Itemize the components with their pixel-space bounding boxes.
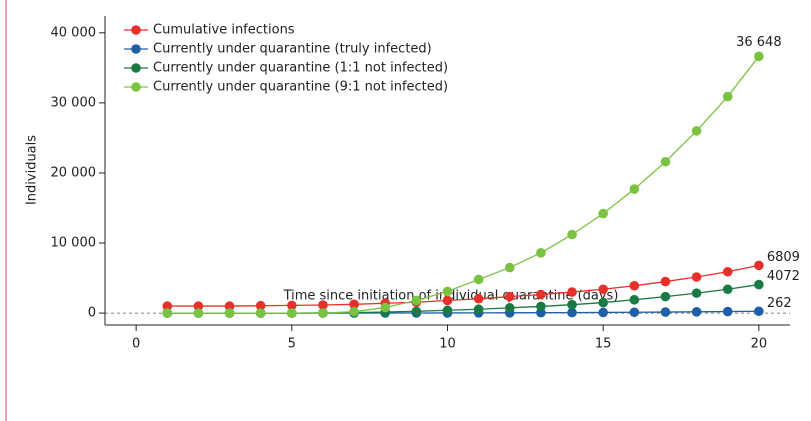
- x-tick-label: 15: [595, 337, 612, 352]
- data-point: [598, 297, 608, 308]
- y-tick-label: 20 000: [51, 165, 97, 180]
- y-axis-label: Individuals: [25, 135, 40, 205]
- data-point: [442, 305, 453, 316]
- legend-label: Currently under quarantine (truly infect…: [153, 42, 432, 57]
- data-point: [255, 308, 266, 318]
- data-point: [255, 300, 266, 311]
- y-tick-label: 10 000: [51, 236, 97, 251]
- data-point: [567, 229, 577, 240]
- value-label: 262: [767, 296, 792, 311]
- data-point: [318, 300, 328, 310]
- x-tick-label: 10: [439, 337, 456, 352]
- data-point: [536, 289, 546, 300]
- data-point: [691, 126, 702, 136]
- data-point: [567, 299, 577, 310]
- legend-marker: [131, 63, 141, 73]
- x-tick-label: 0: [132, 337, 140, 352]
- data-point: [193, 308, 204, 318]
- data-point: [691, 288, 702, 298]
- data-point: [754, 279, 764, 290]
- data-point: [598, 307, 608, 318]
- data-point: [193, 301, 204, 311]
- legend-label: Cumulative infections: [153, 23, 295, 38]
- data-point: [224, 301, 235, 311]
- legend-label: Currently under quarantine (9:1 not infe…: [153, 80, 448, 95]
- data-point: [754, 51, 764, 62]
- data-point: [722, 91, 733, 102]
- data-point: [473, 293, 484, 304]
- data-point: [349, 306, 359, 317]
- data-point: [162, 301, 173, 311]
- data-point: [629, 184, 640, 194]
- data-point: [442, 286, 453, 297]
- y-tick-label: 40 000: [51, 25, 97, 40]
- data-point: [629, 280, 640, 291]
- data-point: [598, 208, 608, 219]
- data-point: [504, 291, 515, 302]
- data-point: [504, 262, 515, 273]
- data-point: [536, 301, 546, 312]
- value-label: 36 648: [736, 35, 782, 50]
- x-tick-label: 5: [288, 337, 296, 352]
- x-tick-label: 20: [751, 337, 768, 352]
- data-point: [287, 308, 297, 318]
- data-point: [411, 306, 422, 317]
- data-point: [629, 307, 640, 318]
- y-tick-label: 30 000: [51, 95, 97, 110]
- data-point: [287, 300, 297, 311]
- value-label: 6809: [767, 250, 800, 265]
- data-point: [754, 260, 764, 271]
- x-axis-label: Time since initiation of individual quar…: [283, 289, 619, 304]
- data-point: [660, 156, 671, 167]
- data-point: [442, 295, 453, 306]
- data-point: [349, 299, 359, 310]
- data-point: [722, 284, 733, 295]
- value-label: 4072: [767, 269, 800, 284]
- data-point: [598, 284, 608, 295]
- data-point: [722, 266, 733, 277]
- data-point: [754, 306, 764, 317]
- data-point: [691, 307, 702, 317]
- data-point: [660, 291, 671, 302]
- data-point: [691, 272, 702, 282]
- data-point: [411, 295, 422, 306]
- data-point: [473, 274, 484, 285]
- data-point: [473, 304, 484, 315]
- data-point: [567, 307, 577, 318]
- legend-marker: [131, 82, 141, 92]
- data-point: [629, 294, 640, 305]
- legend-marker: [131, 25, 141, 35]
- data-point: [162, 308, 173, 318]
- data-point: [722, 306, 733, 317]
- series-line: [167, 264, 759, 307]
- legend-marker: [131, 44, 141, 54]
- series-line: [167, 55, 760, 314]
- data-point: [567, 287, 577, 297]
- y-tick-label: 0: [88, 306, 96, 321]
- data-point: [504, 303, 515, 313]
- data-point: [660, 307, 671, 317]
- data-point: [380, 302, 391, 313]
- data-point: [536, 248, 546, 258]
- legend-label: Currently under quarantine (1:1 not infe…: [153, 61, 448, 76]
- data-point: [224, 308, 235, 318]
- data-point: [660, 276, 671, 287]
- data-point: [318, 308, 328, 318]
